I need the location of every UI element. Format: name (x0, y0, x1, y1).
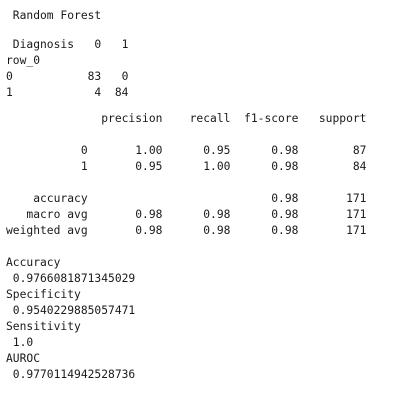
metric-accuracy-label: Accuracy (6, 256, 61, 269)
confusion-row-0: 0 83 0 (6, 70, 129, 83)
report-row-1: 1 0.95 1.00 0.98 84 (6, 160, 367, 173)
metric-auroc-label: AUROC (6, 352, 41, 365)
metric-auroc-value: 0.9770114942528736 (6, 368, 136, 381)
report-header: precision recall f1-score support (6, 112, 367, 125)
metric-specificity-value: 0.9540229885057471 (6, 304, 136, 317)
confusion-header: Diagnosis 0 1 (6, 38, 129, 51)
metric-sensitivity-label: Sensitivity (6, 320, 81, 333)
report-accuracy-row: accuracy 0.98 171 (6, 192, 367, 205)
report-macro-avg-row: macro avg 0.98 0.98 0.98 171 (6, 208, 367, 221)
report-row-0: 0 1.00 0.95 0.98 87 (6, 144, 367, 157)
confusion-row-1: 1 4 84 (6, 86, 129, 99)
model-title: Random Forest (6, 9, 102, 22)
metric-accuracy-value: 0.9766081871345029 (6, 272, 136, 285)
metric-sensitivity-value: 1.0 (6, 336, 34, 349)
report-weighted-avg-row: weighted avg 0.98 0.98 0.98 171 (6, 224, 367, 237)
metric-specificity-label: Specificity (6, 288, 81, 301)
confusion-index-name: row_0 (6, 54, 41, 67)
